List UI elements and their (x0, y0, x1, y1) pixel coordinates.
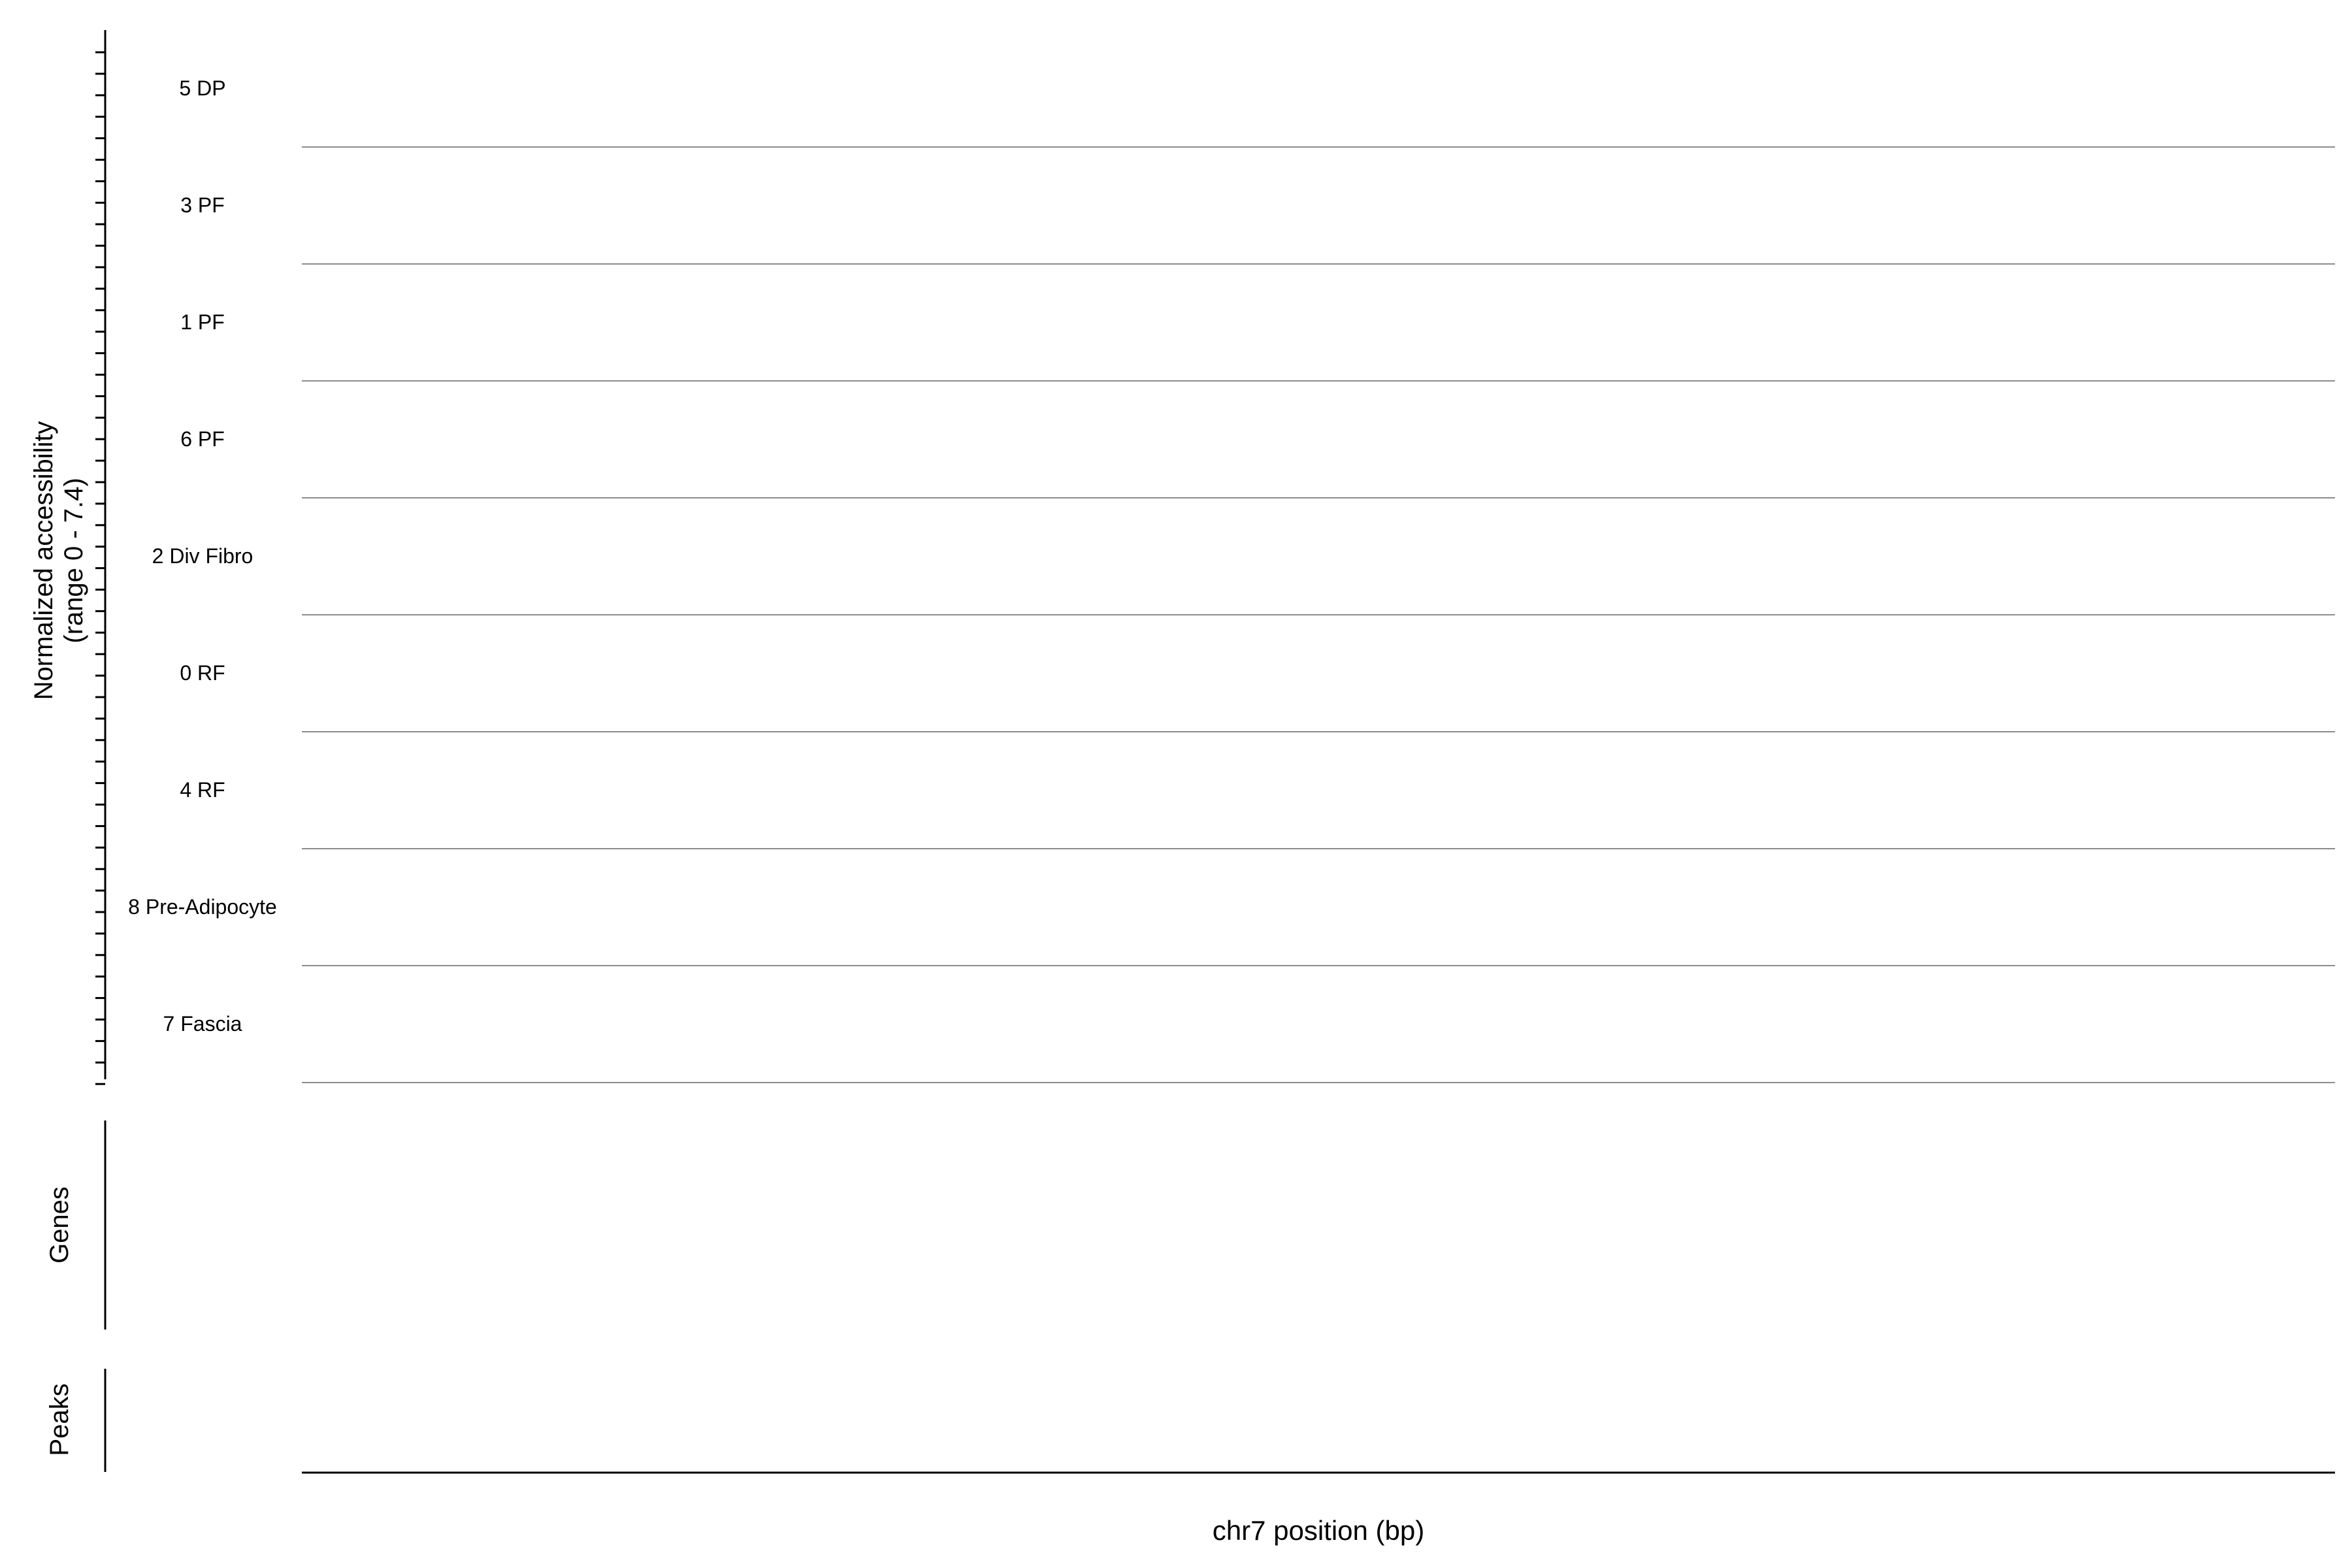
x-axis-label: chr7 position (bp) (1213, 1515, 1425, 1546)
track-label: 3 PF (180, 193, 225, 217)
coverage-tracks: 5 DP 3 PF 1 PF 6 PF 2 Div Fibro 0 RF 4 RF 8 Pre… (128, 76, 2335, 1083)
track: 3 PF (180, 193, 2335, 265)
y-axis-label-line2: (range 0 - 7.4) (59, 478, 88, 643)
track: 6 PF (180, 427, 2335, 498)
peaks-label: Peaks (45, 1383, 74, 1456)
track: 1 PF (180, 310, 2335, 382)
track-label: 0 RF (180, 661, 225, 685)
track-label: 8 Pre-Adipocyte (128, 895, 277, 919)
track: 7 Fascia (163, 1012, 2335, 1083)
track: 5 DP (179, 76, 2335, 148)
track-label: 2 Div Fibro (152, 544, 253, 568)
y-axis: Normalized accessibility (range 0 - 7.4) (29, 30, 106, 1085)
track-label: 5 DP (179, 76, 225, 100)
track-label: 7 Fascia (163, 1012, 242, 1036)
y-axis-label-line1: Normalized accessibility (29, 421, 58, 700)
track: 2 Div Fibro (152, 544, 2335, 615)
genes-label: Genes (45, 1186, 74, 1264)
track: 8 Pre-Adipocyte (128, 895, 2335, 966)
track-label: 4 RF (180, 778, 225, 802)
track-label: 1 PF (180, 310, 225, 334)
peaks-panel: Peaks (45, 1369, 106, 1472)
x-axis: 103356000103360000103364000 chr7 positio… (302, 1471, 2335, 1546)
genes-panel: Genes Olfr601 (45, 1120, 106, 1330)
track-label: 6 PF (180, 427, 225, 451)
track: 0 RF (180, 661, 2335, 732)
y-axis-ticks (95, 51, 105, 1085)
track: 4 RF (180, 778, 2335, 849)
